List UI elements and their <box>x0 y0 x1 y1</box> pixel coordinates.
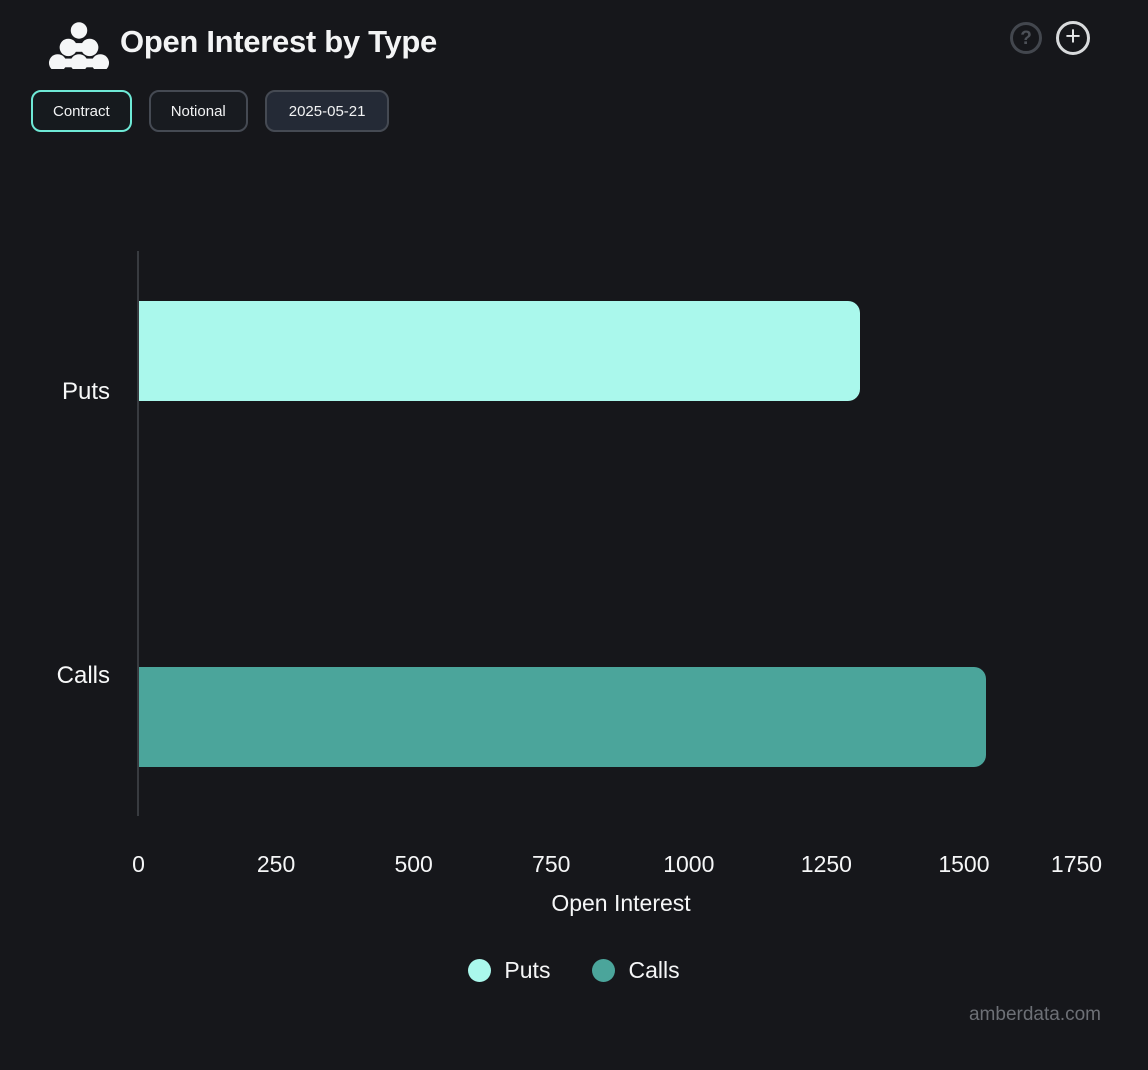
x-tick-label-750: 750 <box>532 851 571 877</box>
toolbar-button-notional[interactable]: Notional <box>148 90 248 132</box>
x-tick-label-1750: 1750 <box>1050 851 1103 877</box>
add-button[interactable]: + <box>1056 21 1090 55</box>
legend-item-puts[interactable]: Puts <box>468 957 550 984</box>
x-tick-label-1250: 1250 <box>800 851 852 877</box>
x-tick-label-0: 0 <box>132 851 145 877</box>
x-tick-label-1500: 1500 <box>938 851 990 877</box>
bar-calls[interactable] <box>139 667 986 767</box>
y-tick-label-calls: Calls <box>56 662 110 689</box>
toolbar-button-contract[interactable]: Contract <box>31 90 132 132</box>
legend-item-calls[interactable]: Calls <box>592 957 680 984</box>
watermark: amberdata.com <box>968 1004 1101 1025</box>
chart-legend: Puts Calls <box>0 957 1148 984</box>
x-tick-label-500: 500 <box>394 851 433 877</box>
legend-label-puts: Puts <box>504 957 551 983</box>
legend-dot-puts <box>468 959 492 982</box>
x-tick-label-250: 250 <box>256 851 296 877</box>
x-axis-title: Open Interest <box>551 890 691 916</box>
x-tick-label-1000: 1000 <box>663 851 715 877</box>
page-title: Open Interest by Type <box>120 24 437 59</box>
legend-label-calls: Calls <box>628 957 680 983</box>
y-axis-line <box>137 251 139 816</box>
bar-puts[interactable] <box>139 301 860 401</box>
plus-icon: + <box>1065 20 1081 51</box>
y-tick-label-puts: Puts <box>61 378 110 405</box>
question-icon: ? <box>1020 27 1032 49</box>
help-button[interactable]: ? <box>1010 22 1042 54</box>
toolbar: Contract Notional 2025-05-21 <box>31 90 390 132</box>
toolbar-button-2025-05-21[interactable]: 2025-05-21 <box>264 90 390 132</box>
legend-dot-calls <box>592 959 616 982</box>
amberdata-logo-icon <box>48 22 110 72</box>
